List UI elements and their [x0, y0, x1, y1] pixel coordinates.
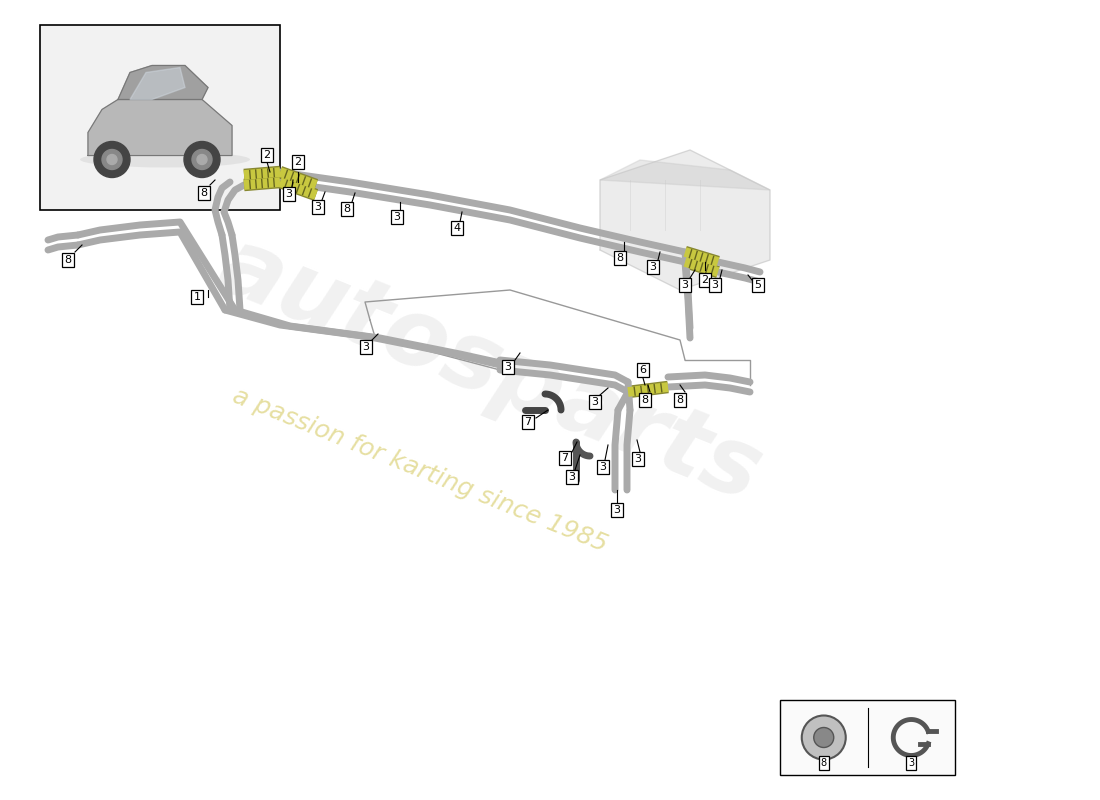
Text: 8: 8: [343, 204, 351, 214]
Text: 3: 3: [682, 280, 689, 290]
Polygon shape: [130, 67, 185, 99]
Text: 1: 1: [194, 292, 200, 302]
Text: 6: 6: [639, 365, 647, 375]
Polygon shape: [88, 99, 232, 155]
Text: 7: 7: [561, 453, 569, 463]
Bar: [780, 700, 955, 775]
Text: 2: 2: [263, 150, 271, 160]
Text: 8: 8: [821, 758, 827, 768]
Text: 8: 8: [676, 395, 683, 405]
Text: 8: 8: [200, 188, 208, 198]
Text: 3: 3: [614, 505, 620, 515]
Text: 3: 3: [315, 202, 321, 212]
Text: 7: 7: [525, 417, 531, 427]
Ellipse shape: [80, 151, 250, 167]
Text: 3: 3: [363, 342, 370, 352]
Circle shape: [107, 154, 117, 165]
Text: 2: 2: [295, 157, 301, 167]
Polygon shape: [600, 150, 770, 290]
Text: a passion for karting since 1985: a passion for karting since 1985: [229, 383, 611, 557]
Text: 3: 3: [286, 189, 293, 199]
Text: 5: 5: [755, 280, 761, 290]
Text: 8: 8: [641, 395, 649, 405]
Text: 2: 2: [702, 275, 708, 285]
Text: 3: 3: [649, 262, 657, 272]
Text: 3: 3: [600, 462, 606, 472]
Circle shape: [102, 150, 122, 170]
Circle shape: [197, 154, 207, 165]
Text: 3: 3: [635, 454, 641, 464]
Text: 3: 3: [909, 758, 914, 768]
Text: autosparts: autosparts: [206, 219, 774, 521]
Text: 8: 8: [65, 255, 72, 265]
Circle shape: [802, 715, 846, 759]
Circle shape: [94, 142, 130, 178]
Text: 3: 3: [569, 472, 575, 482]
Circle shape: [184, 142, 220, 178]
Text: 8: 8: [616, 253, 624, 263]
Circle shape: [814, 727, 834, 747]
Text: 3: 3: [505, 362, 512, 372]
Circle shape: [192, 150, 212, 170]
Text: 3: 3: [592, 397, 598, 407]
Text: 3: 3: [394, 212, 400, 222]
Text: 3: 3: [712, 280, 718, 290]
Polygon shape: [600, 160, 770, 190]
Polygon shape: [118, 66, 208, 99]
Bar: [40, 25, 280, 210]
Text: 4: 4: [453, 223, 461, 233]
